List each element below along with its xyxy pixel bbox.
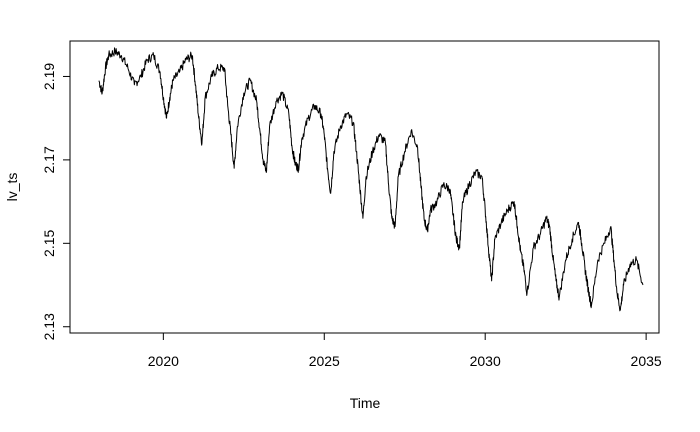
x-axis: 2020 2025 2030 2035 xyxy=(148,332,662,369)
x-tick-label: 2030 xyxy=(470,353,501,369)
x-axis-title: Time xyxy=(350,395,381,411)
y-axis: 2.13 2.15 2.17 2.19 xyxy=(41,63,71,340)
y-tick-label: 2.19 xyxy=(41,63,57,90)
x-ticks: 2020 2025 2030 2035 xyxy=(148,333,662,369)
plot-frame xyxy=(69,40,660,334)
y-axis-title: lv_ts xyxy=(4,173,20,202)
y-ticks: 2.13 2.15 2.17 2.19 xyxy=(41,63,70,340)
y-tick-label: 2.15 xyxy=(41,229,57,256)
y-tick-label: 2.17 xyxy=(41,146,57,173)
x-tick-label: 2020 xyxy=(148,353,179,369)
x-tick-label: 2035 xyxy=(631,353,662,369)
series-line xyxy=(98,47,644,312)
x-tick-label: 2025 xyxy=(309,353,340,369)
y-tick-label: 2.13 xyxy=(41,313,57,340)
